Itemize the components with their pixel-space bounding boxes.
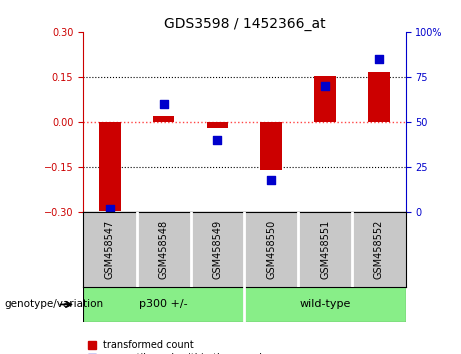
Point (321, 83, 329, 89)
Text: GSM458549: GSM458549 (213, 220, 223, 279)
Text: genotype/variation: genotype/variation (5, 299, 104, 309)
Bar (83, 287, 244, 322)
Text: p300 +/-: p300 +/- (139, 299, 188, 309)
Bar (207, 122, 228, 128)
Text: wild-type: wild-type (299, 299, 351, 309)
Point (214, 137, 221, 143)
Point (106, 206, 113, 212)
Point (375, 56, 383, 62)
Bar (368, 72, 390, 122)
Title: GDS3598 / 1452366_at: GDS3598 / 1452366_at (164, 17, 325, 31)
Text: GSM458548: GSM458548 (159, 220, 169, 279)
Bar (99, 122, 121, 211)
Text: GSM458551: GSM458551 (320, 220, 330, 279)
Bar (314, 76, 336, 122)
Point (267, 177, 275, 183)
Legend: transformed count, percentile rank within the sample: transformed count, percentile rank withi… (88, 341, 268, 354)
Bar (153, 116, 174, 122)
Bar (244, 287, 406, 322)
Text: GSM458552: GSM458552 (374, 220, 384, 279)
Text: GSM458547: GSM458547 (105, 220, 115, 279)
Bar (260, 122, 282, 170)
Point (160, 101, 167, 107)
Text: GSM458550: GSM458550 (266, 220, 276, 279)
